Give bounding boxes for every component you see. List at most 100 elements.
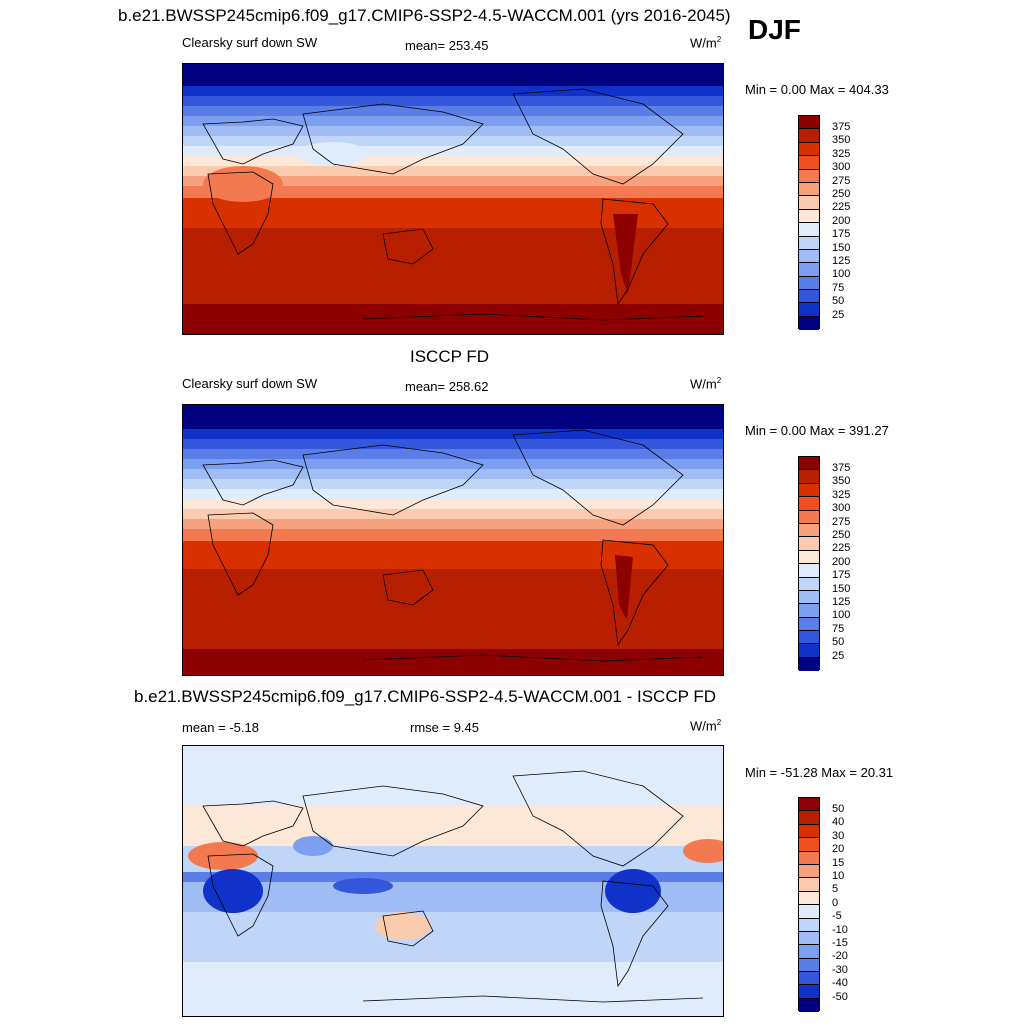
panel2-variable-label: Clearsky surf down SW	[182, 376, 318, 391]
colorbar-label: 75	[832, 622, 845, 635]
colorbar-label: -30	[832, 963, 848, 976]
panel2-map	[182, 404, 724, 676]
panel3-rmse-label: rmse = 9.45	[410, 720, 480, 735]
panel3-title: b.e21.BWSSP245cmip6.f09_g17.CMIP6-SSP2-4…	[134, 687, 717, 706]
colorbar-label: 300	[832, 161, 851, 174]
colorbar-swatch	[799, 577, 819, 591]
colorbar-label: 25	[832, 649, 845, 662]
colorbar-label: 30	[832, 829, 845, 842]
panel2-colorbar	[798, 456, 820, 672]
panel3-minmax: Min = -51.28 Max = 20.31	[745, 765, 894, 780]
panel1-minmax: Min = 0.00 Max = 404.33	[745, 82, 889, 97]
colorbar-swatch	[799, 457, 819, 471]
panel1-mean-label: mean= 253.45	[405, 38, 489, 53]
colorbar-label: 20	[832, 843, 845, 856]
panel1-units: W/m2	[690, 35, 722, 51]
colorbar-swatch	[799, 470, 819, 484]
colorbar-swatch	[799, 851, 819, 865]
colorbar-swatch	[799, 864, 819, 879]
colorbar-swatch	[799, 510, 819, 524]
colorbar-swatch	[799, 590, 819, 605]
colorbar-swatch	[799, 209, 819, 224]
panel1-map-field	[183, 64, 723, 334]
colorbar-label: 150	[832, 582, 851, 595]
panel1-title: b.e21.BWSSP245cmip6.f09_g17.CMIP6-SSP2-4…	[118, 6, 731, 25]
colorbar-label: 350	[832, 134, 851, 147]
colorbar-label: 25	[832, 308, 845, 321]
colorbar-swatch	[799, 918, 819, 932]
colorbar-swatch	[799, 156, 819, 170]
colorbar-label: -40	[832, 977, 848, 990]
colorbar-label: 275	[832, 515, 851, 528]
colorbar-swatch	[799, 824, 819, 839]
colorbar-swatch	[799, 657, 819, 672]
season-label: DJF	[748, 14, 801, 45]
panel2-minmax: Min = 0.00 Max = 391.27	[745, 423, 889, 438]
colorbar-swatch	[799, 263, 819, 277]
colorbar-label: -5	[832, 910, 842, 923]
colorbar-label: 250	[832, 188, 851, 200]
panel2-title: ISCCP FD	[410, 347, 490, 366]
colorbar-swatch	[799, 972, 819, 986]
colorbar-swatch	[799, 249, 819, 264]
colorbar-swatch	[799, 497, 819, 511]
panel3-map	[182, 745, 724, 1017]
colorbar-label: -50	[832, 990, 848, 1003]
colorbar-swatch	[799, 617, 819, 632]
panel3-colorbar	[798, 797, 820, 1013]
colorbar-swatch	[799, 523, 819, 538]
colorbar-swatch	[799, 564, 819, 578]
colorbar-swatch	[799, 290, 819, 304]
colorbar-label: 125	[832, 596, 851, 608]
colorbar-swatch	[799, 838, 819, 852]
colorbar-label: 225	[832, 542, 851, 555]
colorbar-label: 275	[832, 174, 851, 187]
panel1-variable-label: Clearsky surf down SW	[182, 35, 318, 50]
colorbar-swatch	[799, 550, 819, 565]
colorbar-swatch	[799, 483, 819, 498]
colorbar-label: -10	[832, 923, 848, 936]
colorbar-swatch	[799, 316, 819, 331]
colorbar-label: 150	[832, 241, 851, 254]
colorbar-swatch	[799, 798, 819, 812]
colorbar-swatch	[799, 905, 819, 919]
colorbar-label: 300	[832, 502, 851, 515]
colorbar-swatch	[799, 811, 819, 825]
colorbar-label: 40	[832, 816, 845, 829]
colorbar-label: 200	[832, 214, 851, 227]
colorbar-swatch	[799, 891, 819, 906]
colorbar-swatch	[799, 276, 819, 291]
colorbar-label: 375	[832, 462, 851, 474]
colorbar-swatch	[799, 985, 819, 999]
colorbar-swatch	[799, 169, 819, 183]
colorbar-label: 200	[832, 555, 851, 568]
colorbar-label: 350	[832, 475, 851, 488]
colorbar-label: 325	[832, 147, 851, 160]
colorbar-label: 0	[832, 896, 839, 909]
colorbar-swatch	[799, 537, 819, 551]
colorbar-label: 10	[832, 870, 845, 882]
colorbar-label: 50	[832, 295, 845, 308]
colorbar-label: 50	[832, 803, 845, 815]
colorbar-swatch	[799, 182, 819, 197]
colorbar-swatch	[799, 129, 819, 143]
colorbar-label: 50	[832, 636, 845, 649]
colorbar-label: -15	[832, 937, 848, 949]
colorbar-swatch	[799, 236, 819, 250]
colorbar-swatch	[799, 998, 819, 1013]
colorbar-label: 325	[832, 488, 851, 501]
colorbar-swatch	[799, 303, 819, 317]
colorbar-swatch	[799, 878, 819, 892]
panel2-units: W/m2	[690, 376, 722, 392]
colorbar-swatch	[799, 604, 819, 618]
panel1-map	[182, 63, 724, 335]
colorbar-label: 100	[832, 609, 851, 622]
colorbar-label: 5	[832, 883, 839, 896]
colorbar-label: 175	[832, 228, 851, 241]
panel1-colorbar	[798, 115, 820, 331]
colorbar-label: -20	[832, 950, 848, 963]
colorbar-label: 375	[832, 121, 851, 133]
colorbar-swatch	[799, 142, 819, 157]
panel3-mean-label: mean = -5.18	[182, 720, 259, 735]
colorbar-swatch	[799, 931, 819, 946]
